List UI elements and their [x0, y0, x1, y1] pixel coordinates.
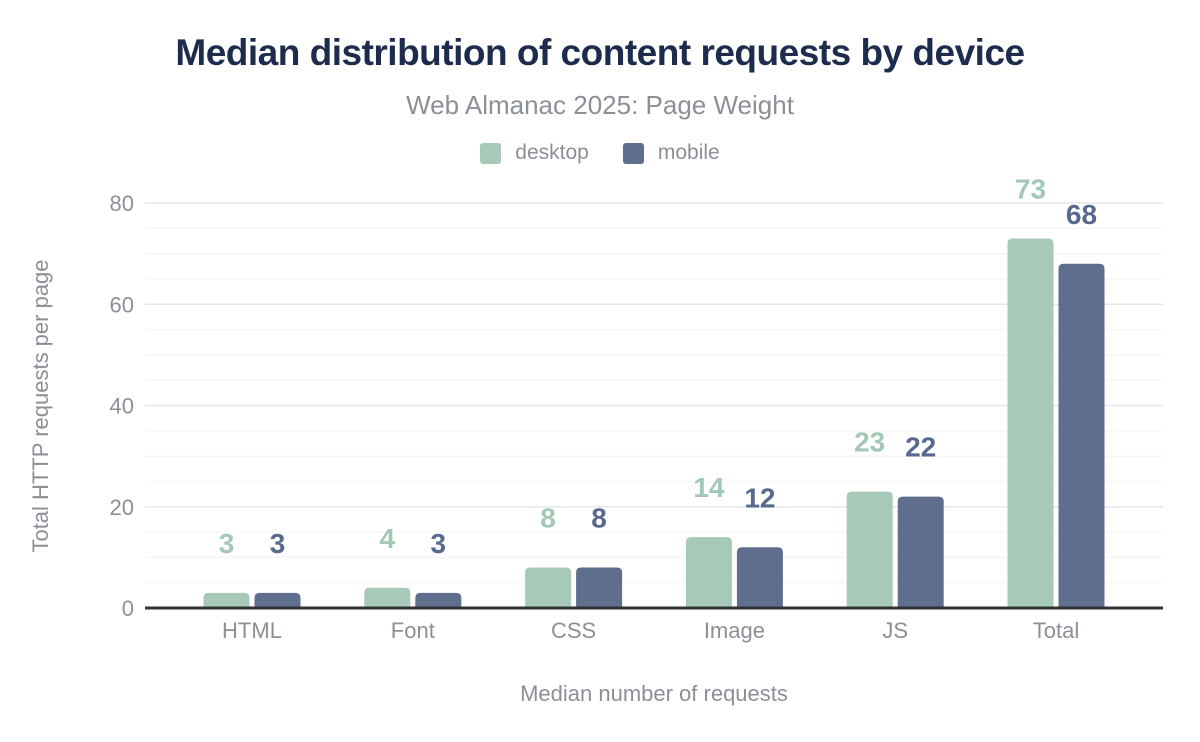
value-label-mobile-html: 3	[270, 528, 286, 559]
legend-label-desktop: desktop	[515, 141, 589, 164]
value-label-desktop-css: 8	[540, 503, 556, 534]
y-tick-label-60: 60	[110, 292, 134, 317]
bar-mobile-html[interactable]	[254, 592, 301, 608]
value-label-mobile-js: 22	[905, 432, 936, 463]
bar-mobile-css[interactable]	[576, 567, 623, 609]
value-label-desktop-total: 73	[1015, 173, 1046, 204]
bar-desktop-image[interactable]	[685, 537, 732, 608]
grid-layer	[145, 202, 1163, 584]
bar-desktop-total[interactable]	[1007, 238, 1054, 608]
chart-title: Median distribution of content requests …	[175, 32, 1025, 73]
bar-mobile-total[interactable]	[1058, 263, 1105, 608]
bar-desktop-font[interactable]	[364, 587, 411, 608]
value-label-mobile-total: 68	[1066, 199, 1097, 230]
legend-item-mobile[interactable]: mobile	[622, 141, 720, 165]
legend-label-mobile: mobile	[657, 141, 720, 164]
value-label-desktop-image: 14	[693, 472, 725, 503]
bar-mobile-font[interactable]	[415, 592, 462, 608]
x-tick-label-css: CSS	[551, 618, 596, 643]
y-tick-label-40: 40	[110, 394, 134, 419]
legend-swatch-desktop	[480, 142, 502, 164]
value-label-desktop-html: 3	[219, 528, 235, 559]
value-label-mobile-font: 3	[431, 528, 447, 559]
value-label-mobile-css: 8	[591, 503, 607, 534]
bar-desktop-js[interactable]	[846, 491, 893, 608]
y-tick-label-20: 20	[110, 495, 134, 520]
y-tick-label-80: 80	[110, 191, 134, 216]
x-tick-label-image: Image	[704, 618, 765, 643]
legend: desktop mobile	[0, 141, 1200, 165]
x-tick-label-total: Total	[1033, 618, 1079, 643]
value-label-desktop-js: 23	[854, 427, 885, 458]
value-label-desktop-font: 4	[380, 523, 396, 554]
bar-desktop-html[interactable]	[203, 592, 250, 608]
legend-swatch-mobile	[622, 142, 644, 164]
x-tick-label-font: Font	[391, 618, 435, 643]
bar-layer: 3 4 8 14 23 73 3 3 8 12 22 68	[203, 173, 1105, 609]
x-tick-label-html: HTML	[222, 618, 282, 643]
bar-mobile-js[interactable]	[897, 496, 944, 608]
x-tick-label-js: JS	[882, 618, 908, 643]
value-label-mobile-image: 12	[744, 482, 775, 513]
chart-subtitle: Web Almanac 2025: Page Weight	[406, 90, 794, 120]
axis-layer: 0 20 40 60 80 HTML Font CSS Image JS Total	[110, 191, 1163, 643]
y-axis-title: Total HTTP requests per page	[28, 259, 53, 552]
bar-mobile-image[interactable]	[736, 547, 783, 608]
y-tick-label-0: 0	[122, 596, 134, 621]
legend-item-desktop[interactable]: desktop	[480, 141, 589, 165]
x-axis-title: Median number of requests	[520, 681, 788, 706]
bar-desktop-css[interactable]	[525, 567, 572, 609]
